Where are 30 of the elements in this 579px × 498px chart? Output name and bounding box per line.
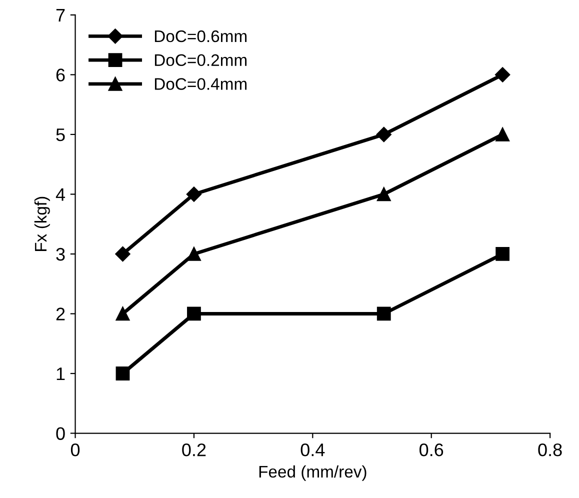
legend-label: DoC=0.2mm	[154, 54, 247, 66]
point	[116, 366, 130, 380]
y-tick-label: 3	[56, 248, 65, 261]
x-tick-label: 0.4	[300, 443, 325, 456]
y-tick-label: 6	[56, 68, 65, 82]
point	[187, 247, 201, 261]
x-axis-title: Feed (mm/rev)	[259, 465, 366, 481]
point	[495, 67, 510, 82]
y-tick-label: 7	[56, 9, 65, 22]
y-tick-label: 4	[56, 188, 66, 201]
point	[186, 186, 202, 202]
legend-label: DoC=0.6mm	[154, 30, 247, 42]
point	[116, 306, 130, 321]
y-tick-label: 1	[56, 368, 65, 380]
x-tick-label: 0.8	[538, 443, 562, 456]
y-tick-label: 0	[56, 427, 65, 440]
y-axis-title: Fx (kgf)	[34, 196, 50, 251]
point	[376, 306, 391, 321]
point	[376, 126, 392, 142]
y-tick-label: 2	[56, 308, 65, 320]
y-tick-label: 5	[56, 128, 65, 142]
point	[376, 187, 391, 202]
point	[496, 128, 510, 142]
point	[496, 247, 510, 261]
legend-label: DoC=0.4mm	[154, 78, 247, 90]
point	[187, 306, 201, 321]
x-tick-label: 0.2	[182, 443, 206, 456]
x-tick-label: 0	[70, 443, 80, 456]
x-tick-label: 0.6	[420, 443, 444, 456]
point	[115, 246, 130, 262]
